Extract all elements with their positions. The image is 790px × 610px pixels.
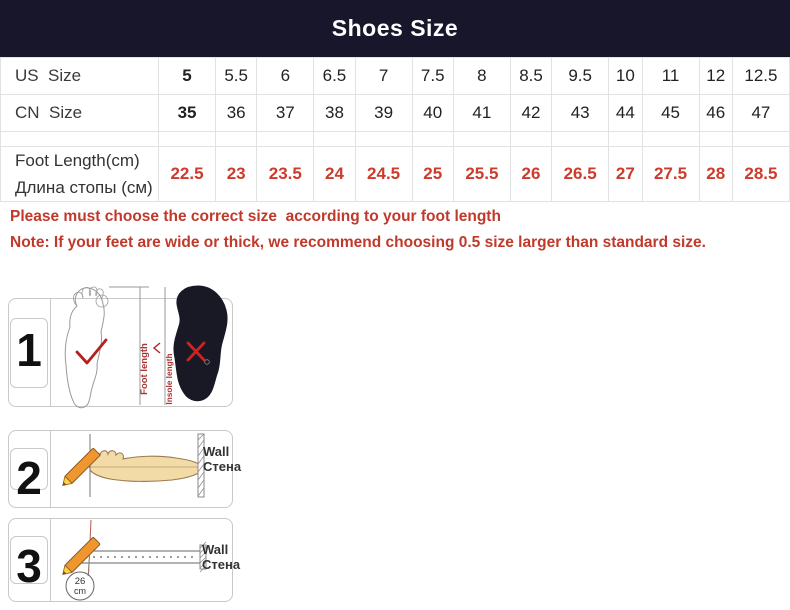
svg-text:cm: cm	[74, 586, 86, 596]
svg-text:Foot length: Foot length	[139, 343, 150, 395]
svg-text:Insole length: Insole length	[164, 353, 174, 404]
